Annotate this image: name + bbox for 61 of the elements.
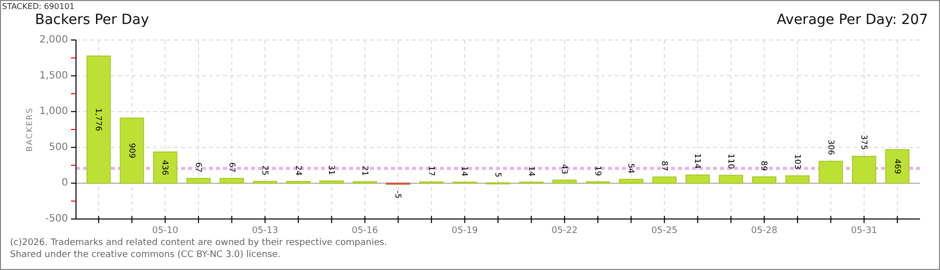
bar	[319, 180, 344, 184]
data-label: 14	[460, 166, 470, 176]
data-label: 5	[494, 172, 502, 178]
data-label: 103	[793, 154, 802, 170]
data-label: 43	[560, 164, 570, 174]
y-tick-label: 500	[48, 142, 68, 153]
x-tick-label: 05-19	[452, 226, 478, 236]
data-label: 909	[127, 143, 136, 158]
data-label: 67	[227, 162, 236, 172]
data-label: 14	[526, 166, 536, 176]
data-label: 375	[860, 134, 869, 150]
bar	[818, 160, 843, 184]
y-axis-title: BACKERS	[25, 107, 34, 152]
bar	[852, 156, 876, 184]
bar	[552, 180, 577, 184]
data-label: 110	[726, 154, 736, 169]
x-tick-label: 05-13	[252, 226, 278, 236]
x-tick-label: 05-28	[751, 226, 778, 236]
chart-title: Backers Per Day	[35, 12, 150, 28]
data-label: 24	[294, 165, 303, 176]
x-tick-label: 05-31	[851, 226, 878, 236]
chart-subtitle: Average Per Day: 207	[776, 12, 928, 28]
bar	[752, 176, 776, 184]
bar	[120, 118, 144, 184]
bar	[153, 151, 178, 184]
data-label: 54	[626, 163, 636, 174]
bar	[652, 176, 677, 184]
y-tick-label: 1,000	[39, 106, 68, 118]
data-label: 19	[593, 166, 602, 176]
y-tick-label: 0	[62, 178, 68, 189]
text: (c)2026. Trademarks and related content are owned by their respective companies.	[10, 238, 388, 248]
data-label: 31	[327, 164, 336, 176]
data-label: 1,776	[94, 108, 104, 132]
y-tick-label: 2,000	[39, 34, 68, 46]
data-label: -5	[394, 190, 403, 199]
x-tick-label: 05-22	[551, 226, 578, 236]
bar	[186, 178, 211, 184]
bar	[686, 174, 710, 184]
bar	[785, 175, 810, 184]
data-label: 306	[826, 140, 836, 155]
bar	[885, 149, 910, 184]
x-tick-label: 05-10	[152, 226, 179, 236]
x-tick-label: 05-25	[651, 226, 678, 236]
bar	[86, 56, 111, 184]
text: Shared under the creative commons (CC BY-NC 3.0) license.	[10, 250, 281, 260]
y-tick-label: 1,500	[39, 70, 68, 82]
bar	[718, 174, 744, 184]
y-tick-label: -500	[45, 214, 68, 224]
x-tick-label: 05-16	[352, 226, 378, 236]
bar	[220, 178, 244, 184]
bar	[618, 178, 644, 184]
data-label: 87	[660, 160, 669, 172]
data-label: 89	[760, 160, 769, 171]
data-label: 114	[693, 153, 702, 169]
data-label: 67	[194, 162, 203, 172]
data-label: 469	[892, 158, 902, 174]
data-label: 21	[360, 166, 370, 176]
data-label: 17	[426, 166, 436, 176]
data-label: 25	[260, 165, 270, 176]
data-label: 436	[160, 160, 170, 176]
text: STACKED: 690101	[2, 2, 74, 11]
